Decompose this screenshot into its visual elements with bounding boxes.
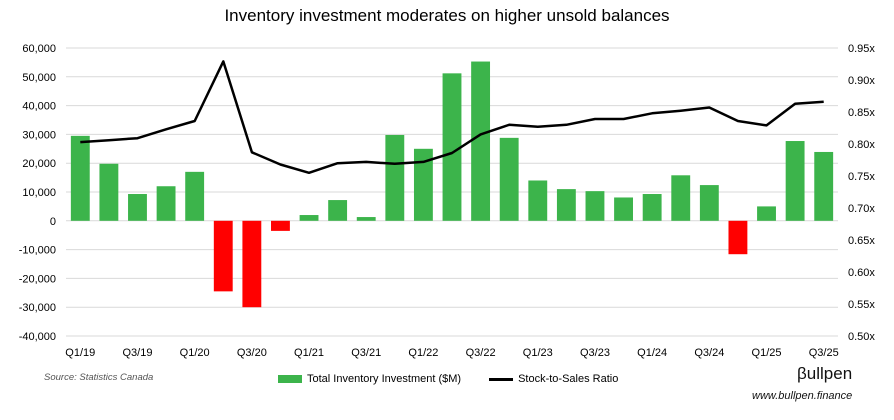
bar — [156, 186, 176, 221]
bar — [185, 171, 205, 221]
x-tick-label: Q1/24 — [637, 347, 667, 359]
bar — [413, 148, 433, 221]
bar — [614, 197, 633, 221]
bar — [785, 141, 805, 221]
y-right-tick-label: 0.85x — [848, 107, 875, 119]
bar — [471, 61, 491, 221]
x-tick-label: Q1/23 — [523, 347, 553, 359]
bar — [671, 175, 691, 221]
bar — [757, 206, 776, 221]
bar — [814, 151, 834, 221]
bar — [213, 220, 233, 292]
bar — [271, 220, 290, 231]
y-left-tick-label: -20,000 — [19, 273, 56, 285]
x-tick-label: Q1/25 — [752, 347, 782, 359]
y-right-tick-label: 0.75x — [848, 171, 875, 183]
legend-bar-label: Total Inventory Investment ($M) — [307, 373, 462, 385]
bar — [556, 189, 576, 221]
x-tick-label: Q3/22 — [466, 347, 496, 359]
legend-item-bars: Total Inventory Investment ($M) — [278, 373, 461, 385]
y-right-tick-label: 0.55x — [848, 299, 875, 311]
x-tick-label: Q1/20 — [180, 347, 210, 359]
y-left-tick-label: -10,000 — [19, 245, 56, 257]
y-left-tick-label: -40,000 — [19, 331, 56, 343]
y-right-tick-label: 0.80x — [848, 139, 875, 151]
y-left-tick-label: -30,000 — [19, 302, 56, 314]
legend-item-line: Stock-to-Sales Ratio — [489, 373, 618, 385]
x-tick-label: Q1/22 — [408, 347, 438, 359]
bar — [328, 200, 348, 221]
x-tick-label: Q1/21 — [294, 347, 324, 359]
bar — [385, 134, 405, 221]
stock-to-sales-line — [80, 60, 824, 175]
bar — [99, 163, 119, 221]
bar-series — [70, 61, 834, 308]
chart-title: Inventory investment moderates on higher… — [224, 6, 670, 25]
y-left-tick-label: 30,000 — [22, 129, 56, 141]
x-tick-label: Q3/21 — [351, 347, 381, 359]
y-right-tick-label: 0.50x — [848, 331, 875, 343]
y-left-tick-label: 20,000 — [22, 158, 56, 170]
y-right-tick-label: 0.90x — [848, 75, 875, 87]
bar — [528, 180, 548, 221]
bar — [70, 135, 90, 221]
bar — [442, 73, 462, 221]
bar — [299, 215, 319, 221]
y-left-tick-label: 10,000 — [22, 187, 56, 199]
y-right-tick-label: 0.95x — [848, 43, 875, 55]
brand-logo: βullpen — [797, 364, 853, 383]
legend-line-swatch — [489, 377, 514, 381]
source-note: Source: Statistics Canada — [44, 372, 154, 383]
y-left-tick-label: 60,000 — [22, 43, 56, 55]
bar — [585, 191, 605, 221]
legend-bar-swatch — [278, 375, 302, 383]
y-left-tick-label: 0 — [50, 216, 56, 228]
y-left-tick-label: 40,000 — [22, 101, 56, 113]
x-tick-label: Q3/23 — [580, 347, 610, 359]
bar — [499, 137, 519, 221]
line-series — [80, 60, 824, 175]
y-right-tick-label: 0.60x — [848, 267, 875, 279]
x-tick-label: Q3/20 — [237, 347, 267, 359]
bar — [728, 220, 748, 255]
x-tick-label: Q3/19 — [122, 347, 152, 359]
legend-line-label: Stock-to-Sales Ratio — [518, 373, 619, 385]
x-tick-label: Q3/25 — [809, 347, 839, 359]
axes: 60,000 50,000 40,000 30,000 20,000 10,000 0 -10… — [19, 43, 876, 359]
bar — [128, 194, 147, 221]
bar — [356, 217, 376, 221]
brand-url: www.bullpen.finance — [752, 390, 853, 402]
y-right-tick-label: 0.70x — [848, 203, 875, 215]
bar — [699, 185, 719, 221]
legend: Total Inventory Investment ($M) Stock-to… — [278, 373, 618, 385]
bar — [242, 220, 262, 308]
bar — [642, 194, 662, 221]
y-left-tick-label: 50,000 — [22, 72, 56, 84]
x-tick-label: Q1/19 — [65, 347, 95, 359]
y-right-tick-label: 0.65x — [848, 235, 875, 247]
x-tick-label: Q3/24 — [694, 347, 724, 359]
